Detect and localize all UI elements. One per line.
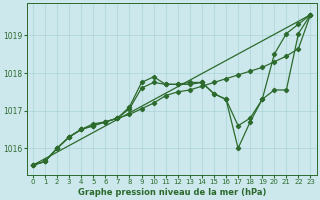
- X-axis label: Graphe pression niveau de la mer (hPa): Graphe pression niveau de la mer (hPa): [77, 188, 266, 197]
